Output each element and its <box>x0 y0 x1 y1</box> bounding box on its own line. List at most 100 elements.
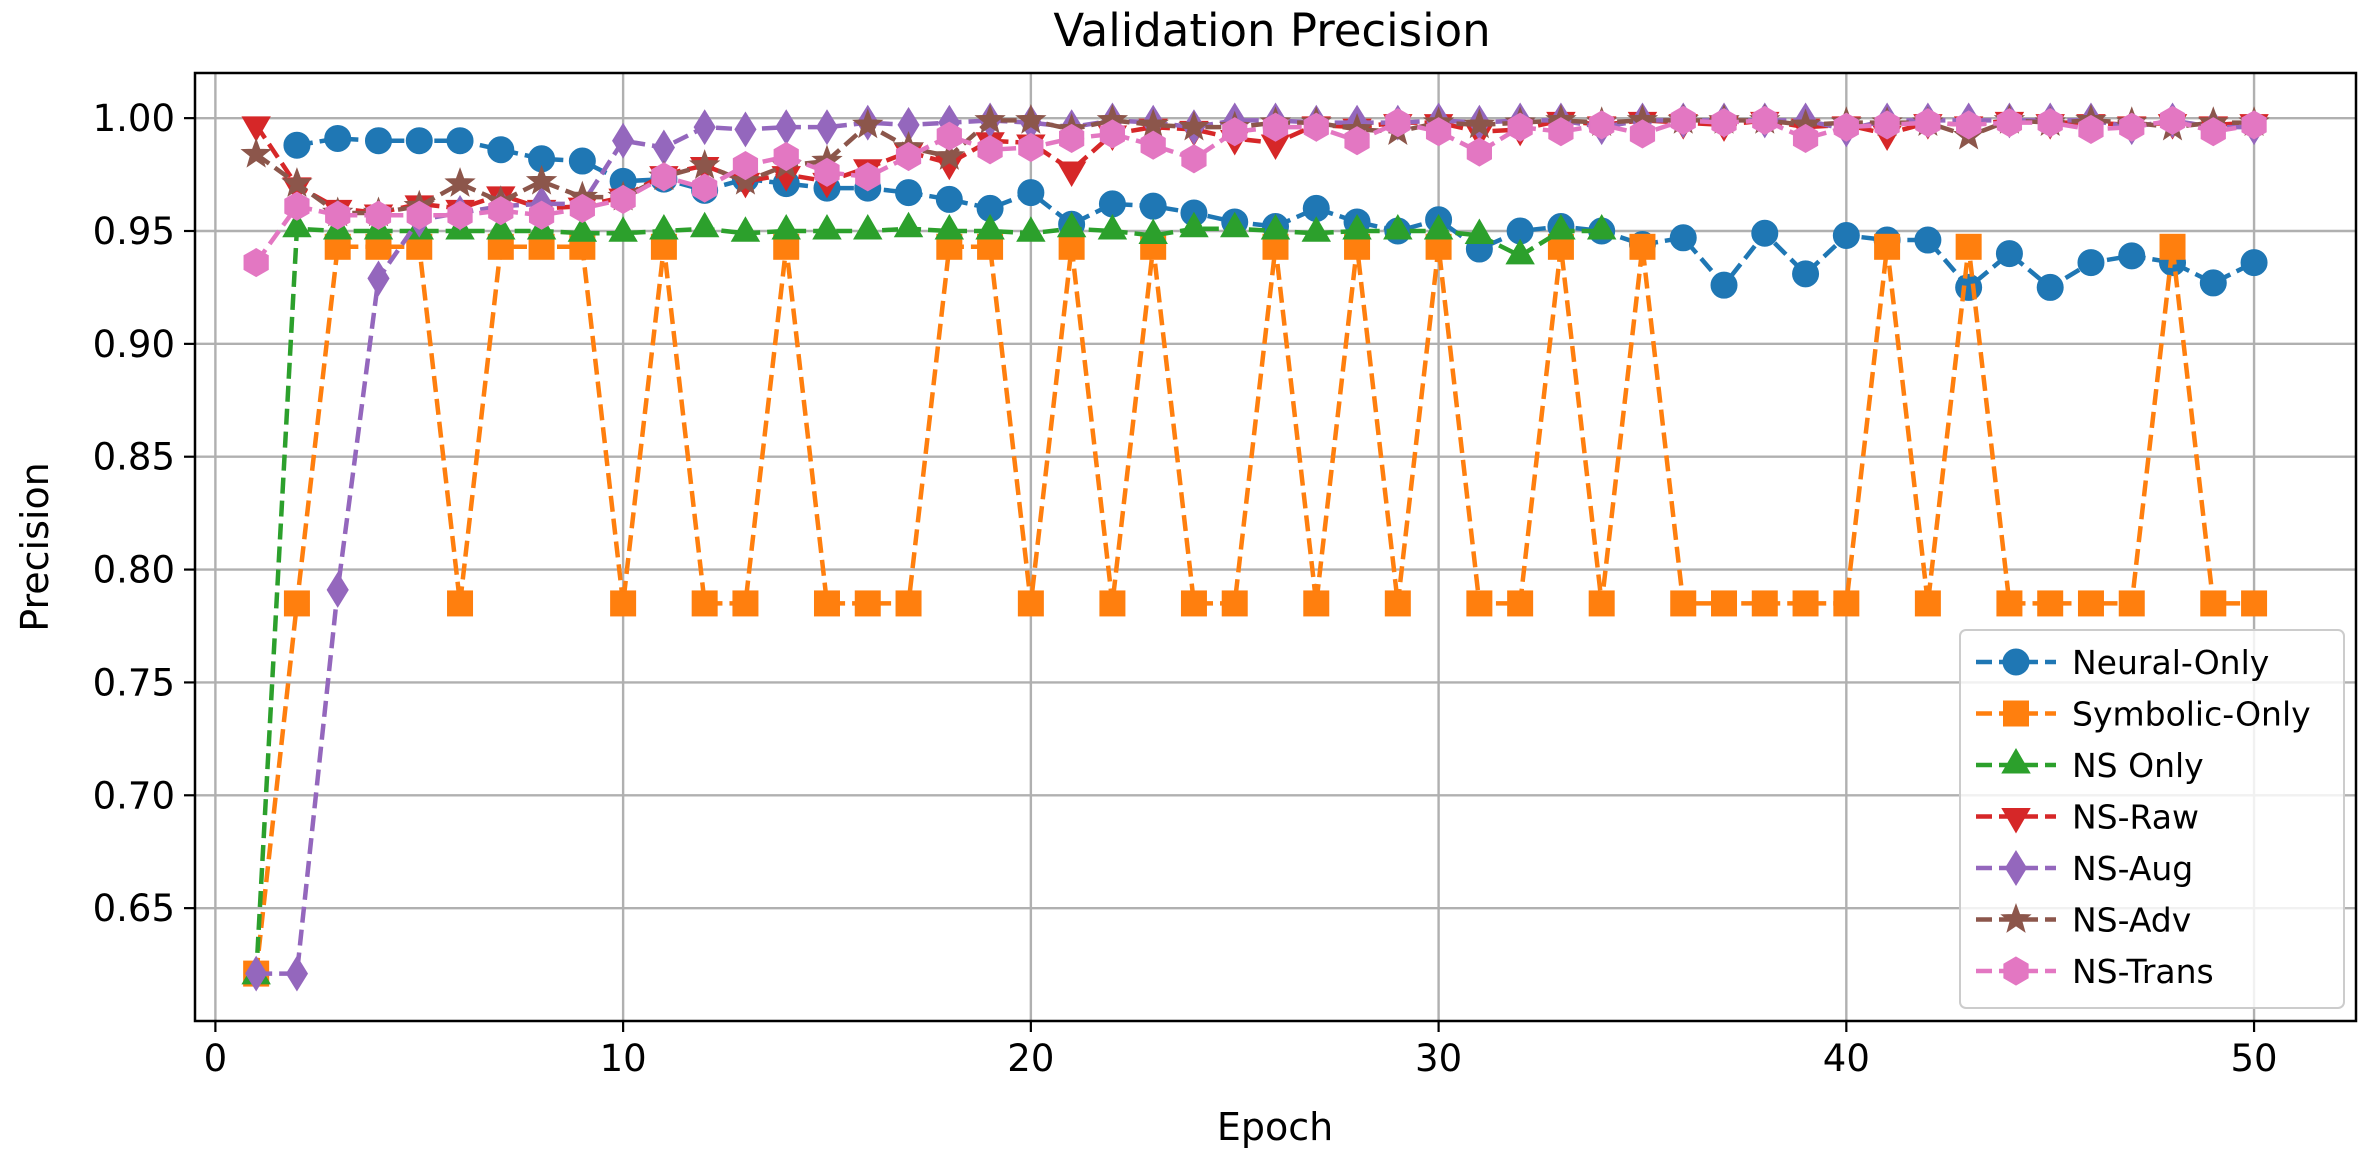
data-point <box>895 590 922 617</box>
data-point <box>2077 249 2105 277</box>
data-point <box>773 141 799 172</box>
legend-label: NS Only <box>2072 746 2204 785</box>
data-point <box>1099 119 1126 149</box>
data-point <box>1751 590 1778 617</box>
data-point <box>569 193 595 224</box>
data-point <box>2037 590 2064 617</box>
data-point <box>612 122 635 159</box>
data-point <box>1792 260 1820 288</box>
data-point <box>854 590 881 617</box>
data-point <box>693 109 716 146</box>
data-point <box>1832 222 1860 250</box>
data-point <box>1466 137 1492 167</box>
data-point <box>1342 214 1372 240</box>
x-tick-label: 40 <box>1823 1037 1870 1080</box>
data-point <box>1914 590 1941 617</box>
data-point <box>2119 112 2145 142</box>
ticks: 0 10 20 30 40 50 0.65 0.70 0.75 0.80 0.85 0.90 0.95 1… <box>93 97 2278 1080</box>
data-point <box>1792 590 1819 617</box>
data-point <box>324 124 352 152</box>
data-point <box>1507 112 1533 142</box>
data-point <box>1629 233 1656 260</box>
data-point <box>692 173 718 203</box>
plot-frame <box>193 71 2358 1023</box>
data-point <box>732 590 759 617</box>
data-point <box>732 150 759 181</box>
y-tick-label: 0.85 <box>93 436 175 479</box>
data-point <box>525 164 558 195</box>
data-point <box>689 211 720 238</box>
data-point <box>2002 648 2030 676</box>
data-point <box>610 590 637 617</box>
legend-entry: NS-Adv <box>1976 901 2191 940</box>
chart-title: Validation Precision <box>1053 4 1490 57</box>
data-point <box>1751 219 1779 247</box>
data-point <box>1670 105 1696 135</box>
data-point <box>1833 590 1860 617</box>
data-point <box>367 260 390 297</box>
data-point <box>935 185 963 213</box>
legend-box <box>1959 629 2345 1009</box>
data-point <box>2078 114 2104 145</box>
data-point <box>284 191 310 221</box>
data-point <box>730 216 761 242</box>
data-point <box>1017 590 1044 617</box>
data-point <box>444 167 476 197</box>
legend-entry: NS Only <box>1976 746 2204 785</box>
data-point <box>1181 144 1207 174</box>
data-point <box>1097 214 1128 240</box>
legend-entry: NS-Aug <box>1976 849 2193 888</box>
data-point <box>934 214 965 240</box>
data-point <box>2241 590 2268 617</box>
data-point <box>446 127 474 155</box>
data-point <box>2200 117 2226 147</box>
data-point <box>1140 130 1166 160</box>
data-point <box>1344 126 1370 156</box>
legend-entry: NS-Raw <box>1976 798 2199 837</box>
data-point <box>895 141 922 172</box>
data-point <box>895 179 923 207</box>
data-point <box>689 149 721 179</box>
data-point <box>1178 110 1210 141</box>
data-point <box>1222 117 1248 147</box>
data-point <box>649 214 679 240</box>
data-point <box>528 200 555 230</box>
data-point <box>1996 108 2023 138</box>
data-point <box>245 955 268 992</box>
data-point <box>326 571 349 608</box>
y-axis-label: Precision <box>13 462 57 632</box>
data-point <box>2001 808 2031 834</box>
y-tick-label: 1.00 <box>93 97 175 140</box>
data-point <box>1995 240 2023 268</box>
data-point <box>487 136 515 164</box>
data-point <box>977 135 1003 165</box>
legend-entry: Neural-Only <box>1976 643 2269 682</box>
data-point <box>2004 850 2028 886</box>
data-point <box>936 121 962 151</box>
data-point <box>1996 590 2023 617</box>
legend-label: NS-Adv <box>2072 901 2191 940</box>
data-point <box>1017 179 1045 207</box>
y-tick-label: 0.80 <box>93 549 175 592</box>
data-point <box>486 214 516 240</box>
data-point <box>1629 119 1656 149</box>
data-point <box>974 103 1006 134</box>
data-point <box>1220 211 1250 238</box>
x-tick-label: 20 <box>1007 1037 1054 1080</box>
x-axis-label: Epoch <box>1217 1105 1333 1149</box>
data-point <box>2036 273 2064 301</box>
series-ns-trans <box>243 105 2267 278</box>
data-point <box>813 590 840 617</box>
data-point <box>1383 214 1413 240</box>
data-point <box>2118 242 2146 270</box>
data-point <box>1463 108 1496 139</box>
data-point <box>1711 108 1737 138</box>
data-point <box>1016 216 1046 242</box>
series-line <box>254 118 2255 216</box>
legend-label: NS-Trans <box>2072 952 2214 991</box>
data-point <box>1464 218 1495 245</box>
y-tick-label: 0.95 <box>93 210 175 253</box>
data-point <box>2003 956 2029 986</box>
data-point <box>1262 112 1289 142</box>
